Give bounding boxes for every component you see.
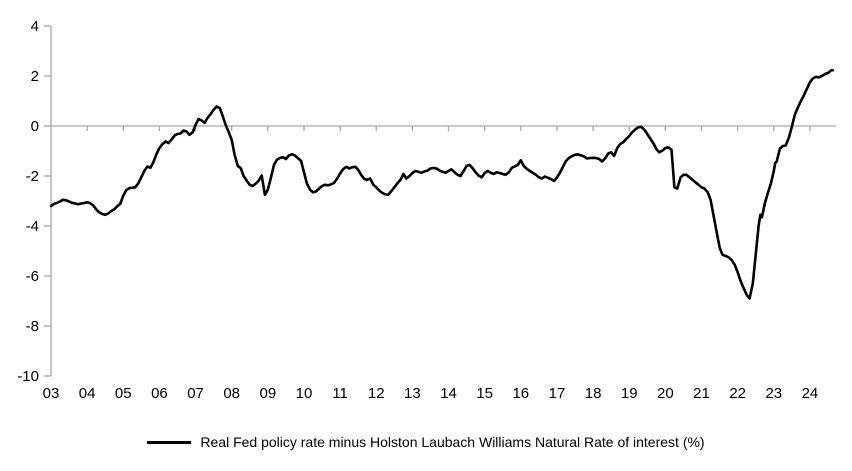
y-axis-tick-label: 0 (31, 118, 39, 135)
x-axis-tick-label: 20 (657, 385, 674, 402)
x-axis-tick-label: 16 (512, 385, 529, 402)
x-axis-tick-label: 24 (802, 385, 819, 402)
x-axis-tick-label: 13 (404, 385, 421, 402)
x-axis-tick-label: 23 (765, 385, 782, 402)
x-axis-tick-label: 05 (115, 385, 132, 402)
y-axis-tick-label: -8 (26, 318, 39, 335)
x-axis-tick-label: 18 (585, 385, 602, 402)
y-axis-tick-label: -2 (26, 168, 39, 185)
series-line (49, 69, 835, 300)
legend-line-swatch (147, 440, 192, 444)
x-axis-tick-label: 14 (440, 385, 457, 402)
legend-series-label: Real Fed policy rate minus Holston Lauba… (200, 434, 705, 450)
x-axis-tick-label: 17 (549, 385, 566, 402)
x-axis-tick-label: 19 (621, 385, 638, 402)
y-axis-tick-label: 4 (31, 18, 39, 35)
y-axis-tick-label: -4 (26, 218, 39, 235)
y-axis-tick-label: 2 (31, 68, 39, 85)
x-axis-tick-label: 12 (368, 385, 385, 402)
x-axis-tick-label: 07 (187, 385, 204, 402)
x-axis-tick-label: 15 (476, 385, 493, 402)
x-axis-tick-label: 10 (296, 385, 313, 402)
x-axis-tick-label: 06 (151, 385, 168, 402)
x-axis-tick-label: 11 (332, 385, 348, 402)
y-axis-tick-label: -6 (26, 268, 39, 285)
x-axis-tick-label: 09 (259, 385, 276, 402)
x-axis-tick-label: 22 (729, 385, 746, 402)
x-axis-tick-label: 04 (79, 385, 96, 402)
x-axis-tick-label: 03 (43, 385, 60, 402)
legend: Real Fed policy rate minus Holston Lauba… (0, 433, 852, 451)
x-axis-tick-label: 21 (693, 385, 710, 402)
x-axis-tick-label: 08 (223, 385, 240, 402)
y-axis-tick-label: -10 (17, 368, 39, 385)
